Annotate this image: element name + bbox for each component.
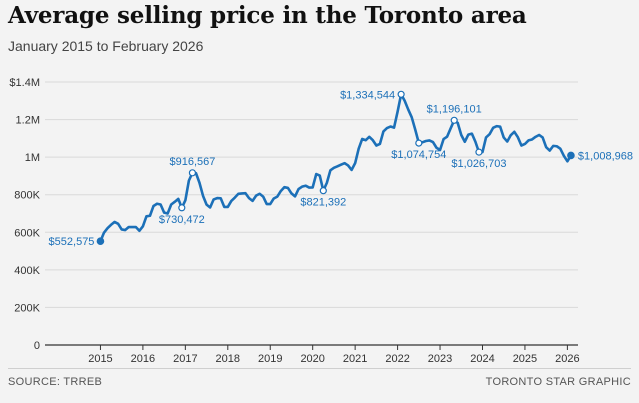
credit-note: TORONTO STAR GRAPHIC <box>485 376 631 388</box>
annotation-label: $1,008,968 <box>578 150 633 162</box>
y-tick-label: 400K <box>14 265 40 277</box>
chart-title: Average selling price in the Toronto are… <box>8 2 527 29</box>
x-tick-label: 2025 <box>513 353 537 365</box>
y-axis-tick-labels: 0 200K 400K 600K 800K 1M 1.2M $1.4M <box>9 77 40 352</box>
x-tick-label: 2023 <box>428 353 452 365</box>
series <box>99 93 573 243</box>
y-tick-label: 1M <box>25 152 40 164</box>
x-tick-label: 2015 <box>88 353 112 365</box>
x-tick-label: 2024 <box>470 353 494 365</box>
y-tick-label: 200K <box>14 302 40 314</box>
annotation-label: $1,196,101 <box>427 103 482 115</box>
annotation-point <box>475 148 483 156</box>
annotation-point <box>415 139 423 147</box>
x-tick-label: 2018 <box>216 353 240 365</box>
annotation-point <box>96 237 105 245</box>
x-tick-label: 2026 <box>555 353 579 365</box>
annotation-label: $916,567 <box>169 156 215 168</box>
x-tick-label: 2017 <box>173 353 197 365</box>
annotation-point <box>188 169 197 177</box>
x-axis-ticks: 2015 2016 2017 2018 2019 2020 2021 2022 2023 2024… <box>88 345 580 365</box>
footer: SOURCE: TRREB TORONTO STAR GRAPHIC <box>8 368 631 388</box>
annotation-point <box>397 90 405 98</box>
annotation-label: $821,392 <box>300 197 346 209</box>
series-line <box>99 93 573 243</box>
annotation-label: $1,074,754 <box>391 149 446 161</box>
x-tick-label: 2021 <box>343 353 367 365</box>
annotations: $552,575 $730,472 $916,567 $821,392 $1,334,5… <box>49 89 633 248</box>
annotation-label: $1,026,703 <box>451 158 506 170</box>
y-tick-label: 800K <box>14 190 40 202</box>
annotation-point <box>319 187 327 195</box>
annotation-point <box>178 204 186 212</box>
y-tick-label: 0 <box>34 340 40 352</box>
annotation-label: $1,334,544 <box>340 89 395 101</box>
y-tick-label: $1.4M <box>9 77 40 89</box>
annotation-label: $730,472 <box>159 214 205 226</box>
x-tick-label: 2019 <box>258 353 282 365</box>
y-tick-label: 600K <box>14 227 40 239</box>
gridlines <box>45 81 578 346</box>
annotation-point <box>567 151 575 160</box>
x-tick-label: 2020 <box>300 353 324 365</box>
x-tick-label: 2022 <box>385 353 409 365</box>
y-tick-label: 1.2M <box>16 115 40 127</box>
source-note: SOURCE: TRREB <box>8 376 103 388</box>
chart-subtitle: January 2015 to February 2026 <box>8 38 204 54</box>
annotation-point <box>450 116 458 124</box>
annotation-label: $552,575 <box>49 236 95 248</box>
x-tick-label: 2016 <box>131 353 155 365</box>
